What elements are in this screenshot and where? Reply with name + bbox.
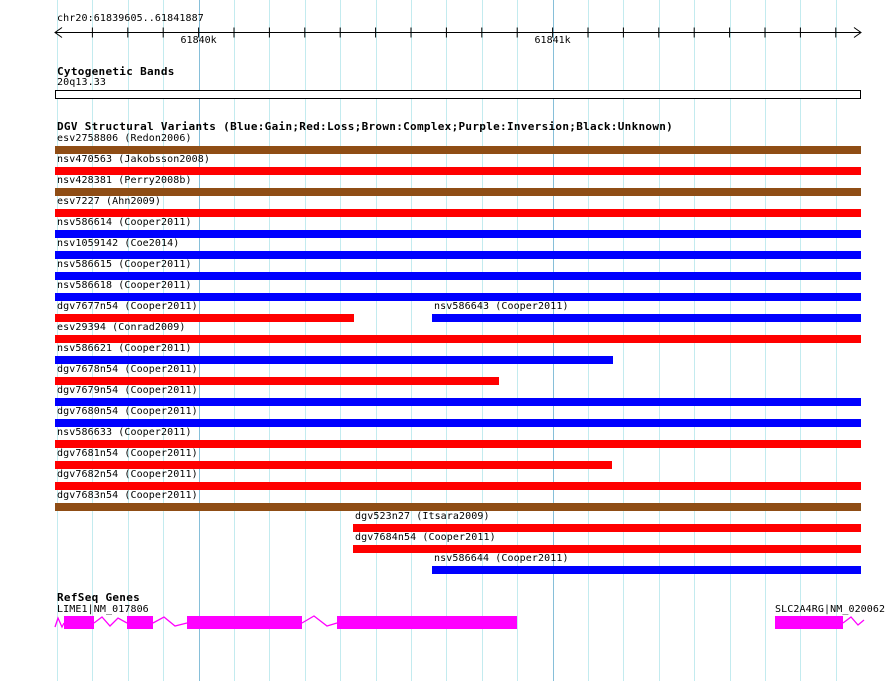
variant-label: dgv7681n54 (Cooper2011) bbox=[57, 448, 198, 459]
variant-label: dgv7682n54 (Cooper2011) bbox=[57, 469, 198, 480]
variant-bar-gain[interactable] bbox=[55, 230, 861, 238]
variant-bar-loss[interactable] bbox=[353, 545, 861, 553]
variant-bar-gain[interactable] bbox=[432, 566, 861, 574]
variant-label: nsv586618 (Cooper2011) bbox=[57, 280, 192, 291]
variant-label: dgv7679n54 (Cooper2011) bbox=[57, 385, 198, 396]
variant-label: dgv7683n54 (Cooper2011) bbox=[57, 490, 198, 501]
gene-intron-zigzag bbox=[152, 616, 188, 627]
variant-label: dgv523n27 (Itsara2009) bbox=[355, 511, 490, 522]
variant-bar-loss[interactable] bbox=[55, 314, 354, 322]
variant-bar-loss[interactable] bbox=[55, 167, 861, 175]
variant-label: dgv7680n54 (Cooper2011) bbox=[57, 406, 198, 417]
gene-exon[interactable] bbox=[775, 616, 843, 629]
variant-bar-loss[interactable] bbox=[55, 482, 861, 490]
cytoband-name-label: 20q13.33 bbox=[57, 77, 106, 88]
variant-bar-loss[interactable] bbox=[353, 524, 861, 532]
variant-bar-gain[interactable] bbox=[55, 251, 861, 259]
variant-bar-complex[interactable] bbox=[55, 503, 861, 511]
variant-label: esv7227 (Ahn2009) bbox=[57, 196, 162, 207]
variant-bar-gain[interactable] bbox=[55, 419, 861, 427]
region-coordinates-label: chr20:61839605..61841887 bbox=[57, 13, 204, 24]
variant-label: nsv470563 (Jakobsson2008) bbox=[57, 154, 211, 165]
variant-bar-gain[interactable] bbox=[55, 272, 861, 280]
variant-label: nsv586621 (Cooper2011) bbox=[57, 343, 192, 354]
variant-label: nsv428381 (Perry2008b) bbox=[57, 175, 192, 186]
variant-label: dgv7678n54 (Cooper2011) bbox=[57, 364, 198, 375]
variant-label: dgv7684n54 (Cooper2011) bbox=[355, 532, 496, 543]
gene-exon[interactable] bbox=[187, 616, 302, 629]
variant-bar-complex[interactable] bbox=[55, 146, 861, 154]
variant-label: nsv586615 (Cooper2011) bbox=[57, 259, 192, 270]
cytoband-bar[interactable] bbox=[55, 90, 861, 99]
variant-bar-gain[interactable] bbox=[432, 314, 861, 322]
ruler-tick-label: 61841k bbox=[534, 35, 571, 46]
variant-label: nsv1059142 (Coe2014) bbox=[57, 238, 180, 249]
gene-name-label: SLC2A4RG|NM_020062 bbox=[775, 604, 886, 615]
gene-intron-zigzag bbox=[842, 616, 865, 626]
variant-bar-gain[interactable] bbox=[55, 356, 613, 364]
variant-bar-gain[interactable] bbox=[55, 398, 861, 406]
gene-exon[interactable] bbox=[337, 616, 517, 629]
refseq-track-title: RefSeq Genes bbox=[57, 591, 141, 604]
variant-bar-gain[interactable] bbox=[55, 293, 861, 301]
ruler-tick-label: 61840k bbox=[180, 35, 217, 46]
variant-label: dgv7677n54 (Cooper2011) bbox=[57, 301, 198, 312]
variant-label: esv29394 (Conrad2009) bbox=[57, 322, 186, 333]
gene-exon[interactable] bbox=[127, 616, 153, 629]
variant-bar-loss[interactable] bbox=[55, 335, 861, 343]
variant-bar-complex[interactable] bbox=[55, 188, 861, 196]
cytogenetic-bands-title: Cytogenetic Bands bbox=[57, 65, 175, 78]
gene-intron-zigzag bbox=[93, 616, 128, 627]
variant-label: nsv586644 (Cooper2011) bbox=[434, 553, 569, 564]
dgv-track-title: DGV Structural Variants (Blue:Gain;Red:L… bbox=[57, 120, 674, 133]
variant-label: nsv586643 (Cooper2011) bbox=[434, 301, 569, 312]
variant-label: nsv586633 (Cooper2011) bbox=[57, 427, 192, 438]
variant-label: esv2758806 (Redon2006) bbox=[57, 133, 192, 144]
variant-label: nsv586614 (Cooper2011) bbox=[57, 217, 192, 228]
variant-bar-loss[interactable] bbox=[55, 377, 499, 385]
variant-bar-loss[interactable] bbox=[55, 209, 861, 217]
gene-exon[interactable] bbox=[64, 616, 94, 629]
ruler-right-arrow-icon bbox=[853, 27, 862, 38]
gene-name-label: LIME1|NM_017806 bbox=[57, 604, 149, 615]
variant-bar-loss[interactable] bbox=[55, 461, 612, 469]
variant-bar-loss[interactable] bbox=[55, 440, 861, 448]
gene-intron-zigzag bbox=[301, 615, 338, 627]
